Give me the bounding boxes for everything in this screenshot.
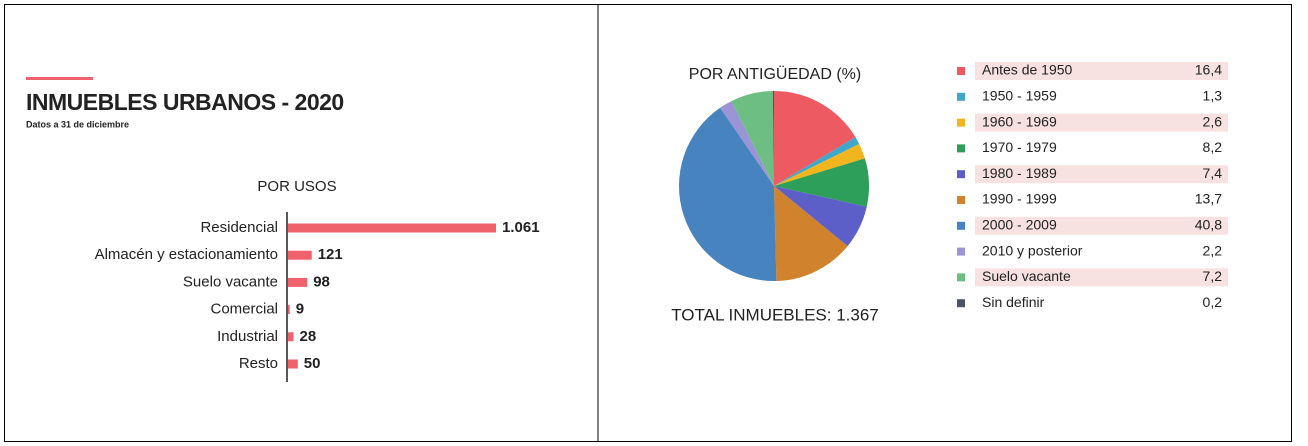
value-label: 16,4 [1195, 62, 1222, 78]
value-label: 28 [299, 328, 316, 345]
value-label: 40,8 [1195, 217, 1222, 233]
legend-label: 2010 y posterior [982, 242, 1083, 258]
legend-swatch [957, 92, 965, 101]
accent-line [26, 77, 93, 80]
value-label: 9 [296, 301, 304, 318]
value-label: 0,2 [1203, 294, 1223, 310]
category-label: Almacén y estacionamiento [95, 246, 278, 263]
legend-label: Suelo vacante [982, 268, 1071, 284]
bar [288, 305, 290, 315]
legend-row-bg [975, 268, 1228, 287]
page-subtitle: Datos a 31 de diciembre [26, 119, 129, 129]
value-label: 1,3 [1203, 88, 1223, 104]
legend-swatch [957, 221, 965, 230]
bar [288, 223, 496, 233]
value-label: 2,6 [1203, 113, 1223, 129]
legend-swatch [957, 299, 965, 308]
value-label: 7,4 [1203, 165, 1223, 181]
category-label: Residencial [200, 219, 278, 236]
legend-label: Sin definir [982, 294, 1045, 310]
pie-slice [774, 186, 867, 247]
value-label: 13,7 [1195, 191, 1222, 207]
bar [288, 250, 312, 260]
pie-slice [774, 158, 870, 207]
legend-swatch [957, 144, 965, 153]
value-label: 1.061 [502, 219, 540, 236]
chart-title: POR USOS [257, 178, 336, 195]
legend-swatch [957, 273, 965, 282]
category-label: Suelo vacante [183, 273, 278, 290]
pie-slice [679, 107, 777, 281]
page-title: INMUEBLES URBANOS - 2020 [26, 89, 344, 115]
pie-slice [772, 91, 774, 186]
bar [288, 277, 308, 287]
value-label: 98 [313, 273, 330, 290]
value-label: 8,2 [1203, 139, 1223, 155]
pie-slice [774, 91, 856, 186]
legend-row-bg [975, 62, 1228, 80]
legend-row-bg [975, 113, 1228, 132]
legend-label: 1990 - 1999 [982, 191, 1057, 207]
legend-swatch [957, 67, 965, 75]
category-label: Industrial [217, 328, 278, 345]
legend-label: 1970 - 1979 [982, 139, 1057, 155]
legend-label: 1980 - 1989 [982, 165, 1057, 181]
value-label: 50 [304, 355, 321, 372]
frame [4, 4, 1292, 442]
bar [288, 359, 298, 369]
chart-title: POR ANTIGÜEDAD (%) [689, 65, 861, 83]
legend-label: Antes de 1950 [982, 62, 1073, 78]
legend-swatch [957, 247, 965, 256]
legend-label: 2000 - 2009 [982, 217, 1057, 233]
legend-label: 1960 - 1969 [982, 113, 1057, 129]
legend-label: 1950 - 1959 [982, 88, 1057, 104]
legend-swatch [957, 196, 965, 204]
category-label: Resto [239, 355, 278, 372]
legend-row-bg [975, 216, 1228, 235]
legend-swatch [957, 170, 965, 179]
category-label: Comercial [210, 301, 278, 318]
pie-slice [774, 137, 860, 186]
value-label: 121 [318, 246, 343, 263]
pie-slice [774, 143, 865, 186]
annotation: TOTAL INMUEBLES: 1.367 [671, 305, 879, 324]
value-label: 2,2 [1203, 242, 1223, 258]
bar [288, 332, 294, 342]
legend-swatch [957, 118, 965, 127]
legend-row-bg [975, 165, 1228, 184]
pie-slice [731, 91, 774, 186]
pie-slice [774, 186, 848, 281]
value-label: 7,2 [1203, 268, 1223, 284]
pie-slice [720, 101, 774, 186]
